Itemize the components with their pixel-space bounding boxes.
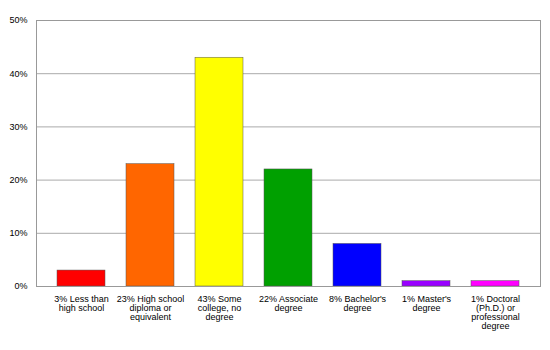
- svg-text:20%: 20%: [9, 175, 27, 185]
- svg-text:22% Associatedegree: 22% Associatedegree: [259, 294, 318, 313]
- svg-text:30%: 30%: [9, 122, 27, 132]
- svg-text:0%: 0%: [14, 281, 27, 291]
- svg-text:1% Master'sdegree: 1% Master'sdegree: [402, 294, 452, 313]
- svg-text:1% Doctoral(Ph.D.) orprofessio: 1% Doctoral(Ph.D.) orprofessionaldegree: [471, 294, 520, 331]
- svg-text:50%: 50%: [9, 15, 27, 25]
- svg-text:10%: 10%: [9, 228, 27, 238]
- svg-text:23% High schooldiploma orequiv: 23% High schooldiploma orequivalent: [117, 294, 185, 322]
- svg-text:8% Bachelor'sdegree: 8% Bachelor'sdegree: [329, 294, 387, 313]
- svg-text:3% Less thanhigh school: 3% Less thanhigh school: [54, 294, 109, 313]
- svg-text:40%: 40%: [9, 69, 27, 79]
- svg-text:43% Somecollege, nodegree: 43% Somecollege, nodegree: [197, 294, 241, 322]
